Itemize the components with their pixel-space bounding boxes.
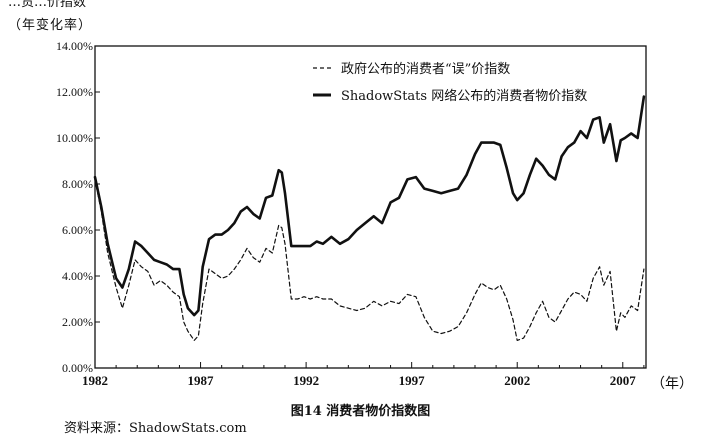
series-line-official-cpi xyxy=(94,178,645,341)
x-tick-label: 1992 xyxy=(293,373,319,388)
y-tick-label: 12.00% xyxy=(56,85,93,99)
legend: 政府公布的消费者“误”价指数 ShadowStats 网络公布的消费者物价指数 xyxy=(313,61,587,104)
x-tick-label: 1987 xyxy=(188,373,215,388)
y-axis-label: （年变化率） xyxy=(8,18,93,33)
figure-caption: 图14 消费者物价指数图 xyxy=(290,404,431,419)
series-line-shadowstats-cpi xyxy=(93,95,646,317)
legend-label-official-cpi: 政府公布的消费者“误”价指数 xyxy=(341,61,510,77)
legend-label-shadowstats-cpi: ShadowStats 网络公布的消费者物价指数 xyxy=(341,88,587,104)
y-tick-label: 14.00% xyxy=(56,39,93,53)
y-tick-label: 6.00% xyxy=(62,223,93,237)
y-tick-label: 10.00% xyxy=(56,131,93,145)
y-tick-label: 0.00% xyxy=(62,361,93,375)
y-tick-label: 4.00% xyxy=(62,269,93,283)
y-tick-label: 8.00% xyxy=(62,177,93,191)
x-tick-label: 1982 xyxy=(82,373,108,388)
source-note: 资料来源：ShadowStats.com xyxy=(64,421,247,436)
top-note: …货…价指数 xyxy=(8,0,87,10)
x-tick-label: 2002 xyxy=(504,373,530,388)
series-layer xyxy=(93,95,646,341)
x-axis-label: （年） xyxy=(651,376,693,392)
x-tick-label: 1997 xyxy=(399,373,426,388)
y-tick-label: 2.00% xyxy=(62,315,93,329)
x-tick-label: 2007 xyxy=(610,373,637,388)
plot-frame xyxy=(94,45,647,369)
y-axis: 0.00% 2.00% 4.00% 6.00% 8.00% 10.00% 12.00% 14.… xyxy=(56,39,100,375)
x-axis: 1982 1987 1992 1997 2002 2007 xyxy=(82,362,645,388)
